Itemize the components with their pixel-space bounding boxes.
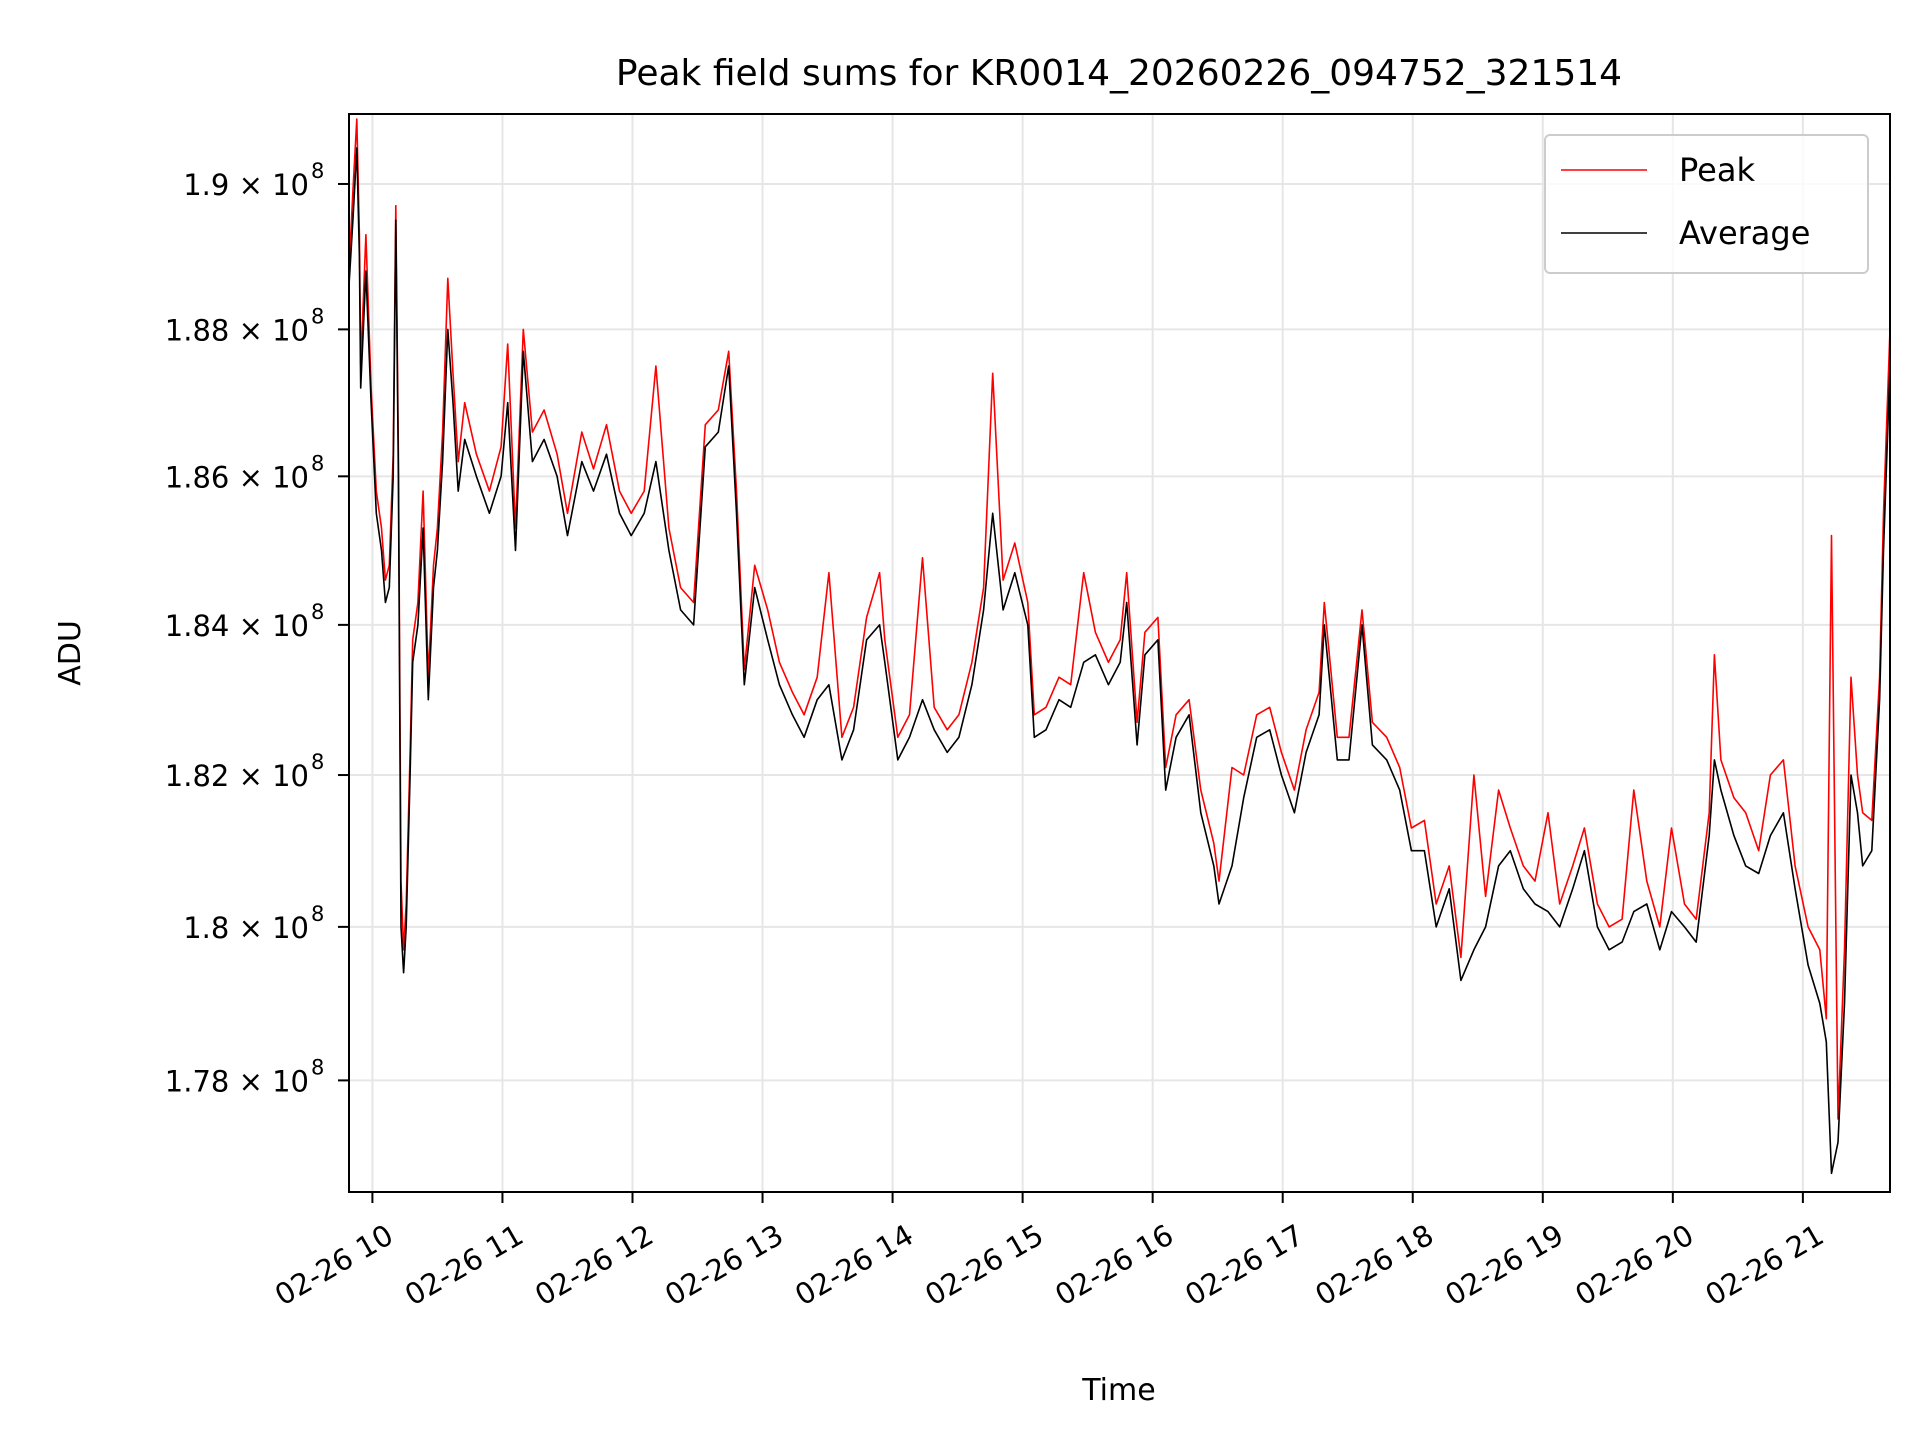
y-tick-exponent: 8 bbox=[311, 902, 324, 926]
y-tick-exponent: 8 bbox=[311, 750, 324, 774]
y-axis-label: ADU bbox=[53, 620, 88, 686]
y-tick-label: 1.88 × 10 bbox=[165, 313, 309, 347]
series-lines bbox=[349, 118, 1890, 1175]
plot-frame bbox=[348, 113, 1891, 1193]
y-tick-label: 1.86 × 10 bbox=[165, 460, 309, 494]
y-tick-exponent: 8 bbox=[311, 304, 324, 328]
series-line-peak bbox=[349, 118, 1890, 1120]
y-tick-label: 1.82 × 10 bbox=[165, 759, 309, 793]
legend-peak-label: Peak bbox=[1679, 151, 1755, 189]
y-tick-label: 1.9 × 10 bbox=[183, 168, 309, 202]
legend-average-label: Average bbox=[1679, 214, 1810, 252]
grid-lines bbox=[349, 114, 1890, 1192]
y-tick-exponent: 8 bbox=[311, 159, 324, 183]
y-tick-label: 1.84 × 10 bbox=[165, 609, 309, 643]
chart-title: Peak field sums for KR0014_20260226_0947… bbox=[616, 53, 1622, 94]
legend: Peak Average bbox=[1544, 134, 1869, 274]
y-axis: 1.9 × 10 81.88 × 10 81.86 × 10 81.84 × 10 81… bbox=[165, 159, 349, 1098]
y-tick-label: 1.8 × 10 bbox=[183, 911, 309, 945]
y-tick-exponent: 8 bbox=[311, 1055, 324, 1079]
y-tick-exponent: 8 bbox=[311, 451, 324, 475]
x-axis-label: Time bbox=[1081, 1373, 1155, 1408]
y-tick-exponent: 8 bbox=[311, 600, 324, 624]
y-tick-label: 1.78 × 10 bbox=[165, 1064, 309, 1098]
series-line-average bbox=[349, 147, 1890, 1175]
